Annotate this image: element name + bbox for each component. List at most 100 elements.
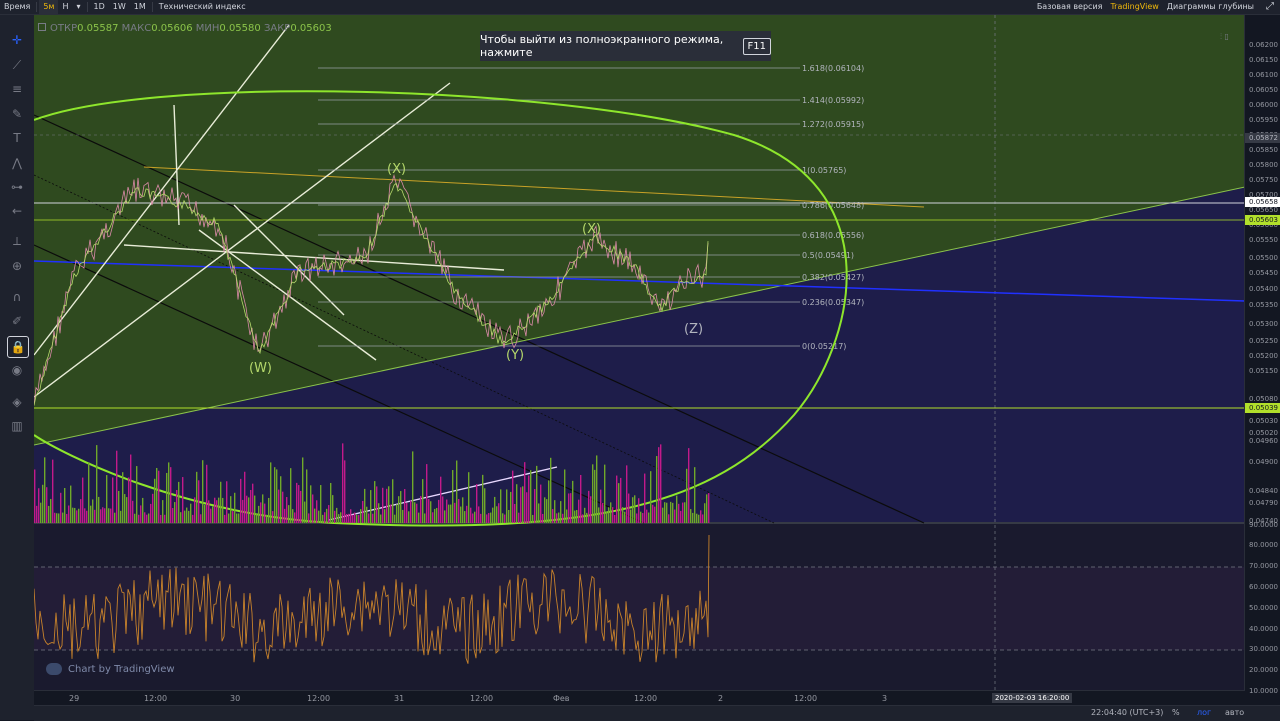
volume-bar: [702, 514, 704, 523]
volume-bar: [98, 496, 100, 523]
volume-bar: [62, 512, 64, 523]
text-icon[interactable]: T: [13, 131, 21, 145]
time-tick: 2: [718, 694, 724, 703]
pane-controls[interactable]: ⫶ ▯: [1220, 32, 1229, 41]
volume-bar: [242, 499, 244, 523]
eye-icon[interactable]: ◉: [11, 363, 23, 377]
volume-bar: [404, 489, 406, 523]
volume-bar: [156, 467, 158, 523]
volume-bar: [416, 503, 418, 523]
drawing-toolbar: ✛ ⟋ ≡ ✎ T ⋀ ⊶ ← ⟂ ⊕ ∩ ✐ 🔒 ◉ ◈ ▥: [0, 15, 35, 720]
clock: 22:04:40 (UTC+3): [1091, 708, 1164, 717]
volume-bar: [600, 489, 602, 523]
timeframe-1[interactable]: 5м: [39, 0, 59, 14]
volume-bar: [518, 512, 520, 523]
chart-area[interactable]: 1.618(0.06104) 1.414(0.05992) 1.272(0.0591…: [33, 15, 1246, 705]
price-tick: 0.06150: [1249, 56, 1278, 64]
percent-toggle[interactable]: %: [1172, 708, 1180, 717]
volume-bar: [570, 493, 572, 523]
volume-bar: [102, 507, 104, 523]
timeframe-5[interactable]: 1W: [112, 2, 126, 11]
price-tick: 0.05500: [1249, 254, 1278, 262]
back-arrow-icon[interactable]: ←: [11, 204, 23, 218]
time-axis[interactable]: 2020-02-03 16:20:00 29 12:00 30 12:00 31 12:0…: [34, 690, 1245, 706]
volume-bar: [274, 467, 276, 523]
ruler-icon[interactable]: ⟂: [12, 234, 21, 248]
timeframe-4[interactable]: 1D: [93, 2, 105, 11]
volume-bar: [436, 507, 438, 523]
trash-icon[interactable]: ▥: [11, 419, 23, 433]
high-label: МАКС: [121, 23, 152, 34]
volume-bar: [454, 502, 456, 523]
wave-label: (X): [582, 222, 601, 237]
watermark[interactable]: Chart by TradingView: [46, 663, 175, 675]
zoom-icon[interactable]: ⊕: [11, 259, 23, 273]
volume-bar: [364, 488, 366, 523]
timeframe-7[interactable]: Технический индекс: [158, 2, 246, 11]
volume-bar: [650, 471, 652, 523]
low-label: МИН: [195, 23, 220, 34]
volume-bar: [632, 497, 634, 523]
price-axis[interactable]: 0.06200 0.06150 0.06100 0.06050 0.06000 0.059…: [1244, 15, 1280, 705]
volume-bar: [48, 505, 50, 523]
time-tick: 12:00: [794, 694, 818, 703]
time-tick: 12:00: [144, 694, 168, 703]
volume-bar: [298, 485, 300, 523]
volume-bar: [390, 504, 392, 523]
volume-bar: [60, 492, 62, 523]
trendline-icon[interactable]: ⟋: [12, 58, 22, 72]
timeframe-6[interactable]: 1M: [133, 2, 146, 11]
volume-bar: [638, 498, 640, 523]
volume-bar: [214, 497, 216, 523]
brush-icon[interactable]: ✎: [11, 107, 23, 121]
volume-bar: [528, 475, 530, 523]
version-link-2[interactable]: Диаграммы глубины: [1166, 2, 1254, 11]
volume-bar: [426, 464, 428, 523]
volume-bar: [96, 445, 98, 523]
magnet-icon[interactable]: ∩: [12, 290, 22, 304]
volume-bar: [576, 509, 578, 523]
volume-bar: [190, 503, 192, 523]
crosshair-time-label: 2020-02-03 16:20:00: [992, 693, 1073, 703]
lock-icon[interactable]: 🔒: [7, 336, 29, 358]
measure-icon[interactable]: ⊶: [11, 180, 23, 194]
price-tick: 0.04960: [1249, 437, 1278, 445]
volume-bar: [350, 509, 352, 523]
auto-toggle[interactable]: авто: [1225, 708, 1245, 717]
crosshair-icon[interactable]: ✛: [11, 33, 23, 47]
volume-bar: [612, 507, 614, 523]
volume-bar: [480, 513, 482, 523]
price-tick: 0.04900: [1249, 458, 1278, 466]
volume-bar: [304, 501, 306, 523]
timeframe-2[interactable]: H: [62, 2, 69, 11]
volume-bar: [226, 481, 228, 523]
volume-bar: [194, 497, 196, 523]
volume-bar: [34, 469, 36, 523]
volume-bar: [288, 505, 290, 523]
chart-canvas[interactable]: 1.618(0.06104) 1.414(0.05992) 1.272(0.0591…: [33, 15, 1246, 705]
volume-bar: [558, 512, 560, 523]
pencil-lock-icon[interactable]: ✐: [11, 314, 23, 328]
timeframe-3[interactable]: ▾: [76, 2, 81, 11]
volume-bar: [640, 511, 642, 523]
volume-bar: [342, 443, 344, 523]
volume-bar: [236, 513, 238, 523]
version-link-1[interactable]: TradingView: [1110, 2, 1159, 11]
log-toggle[interactable]: лог: [1197, 708, 1212, 717]
volume-bar: [246, 495, 248, 523]
volume-bar: [614, 514, 616, 523]
volume-bar: [422, 479, 424, 523]
volume-bar: [100, 509, 102, 523]
pattern-icon[interactable]: ⋀: [12, 156, 22, 170]
volume-bar: [336, 507, 338, 523]
volume-bar: [530, 470, 532, 523]
volume-bar: [204, 505, 206, 523]
volume-bar: [610, 502, 612, 523]
fullscreen-icon[interactable]: ⤢: [1266, 1, 1274, 12]
volume-bar: [544, 497, 546, 523]
fib-icon[interactable]: ≡: [11, 82, 23, 96]
volume-bar: [234, 492, 236, 523]
volume-bar: [484, 488, 486, 523]
version-link-0[interactable]: Базовая версия: [1036, 2, 1103, 11]
layers-icon[interactable]: ◈: [12, 395, 22, 409]
